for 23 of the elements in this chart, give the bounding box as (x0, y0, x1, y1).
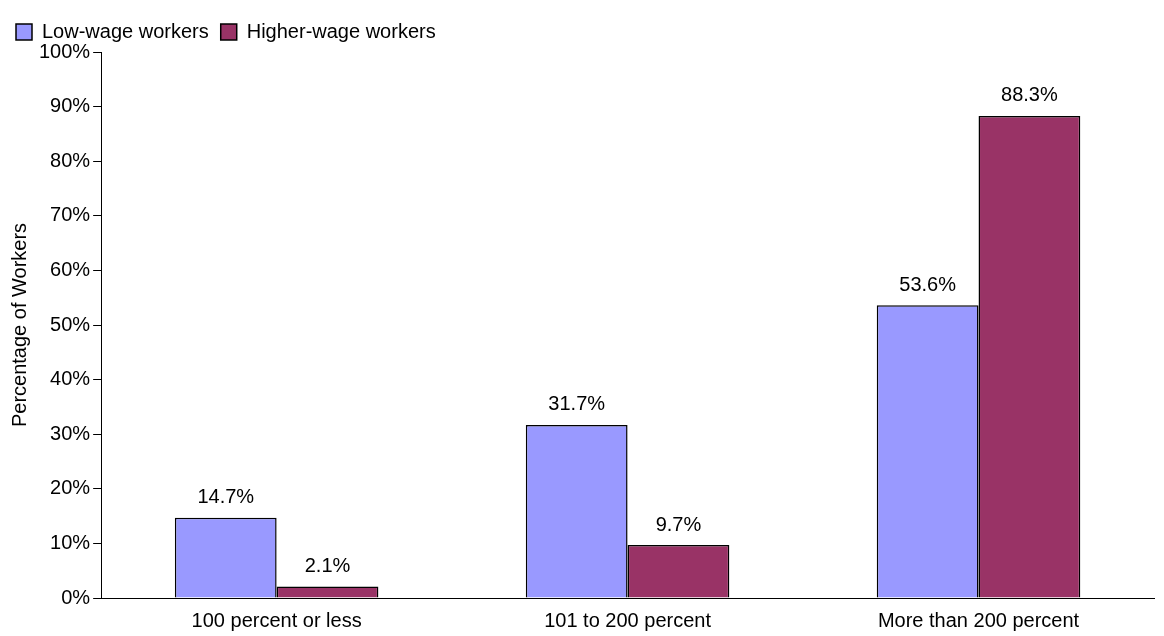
x-tick-label: 100 percent or less (191, 608, 362, 631)
legend-label: Higher-wage workers (246, 19, 436, 42)
y-tick-label: 80% (50, 148, 91, 171)
data-label: 9.7% (655, 512, 702, 535)
data-label: 2.1% (304, 554, 351, 577)
y-tick-label: 30% (50, 421, 91, 444)
y-tick-label: 60% (50, 257, 91, 280)
legend-label: Low-wage workers (42, 19, 209, 42)
data-label: 53.6% (899, 272, 957, 295)
y-tick-label: 50% (50, 312, 91, 335)
data-label: 88.3% (1001, 83, 1058, 106)
data-label: 14.7% (197, 485, 255, 508)
y-tick-label: 0% (61, 585, 91, 608)
y-tick-label: 70% (50, 203, 91, 226)
y-tick-label: 100% (39, 39, 91, 62)
y-tick-label: 90% (50, 94, 91, 117)
data-label: 31.7% (548, 392, 606, 415)
y-axis-title: Percentage of Workers (7, 222, 30, 428)
x-tick-label: 101 to 200 percent (544, 608, 712, 631)
x-tick-label: More than 200 percent (877, 608, 1080, 631)
y-tick-label: 40% (50, 367, 91, 390)
y-tick-label: 10% (50, 530, 91, 553)
y-tick-label: 20% (50, 476, 91, 499)
